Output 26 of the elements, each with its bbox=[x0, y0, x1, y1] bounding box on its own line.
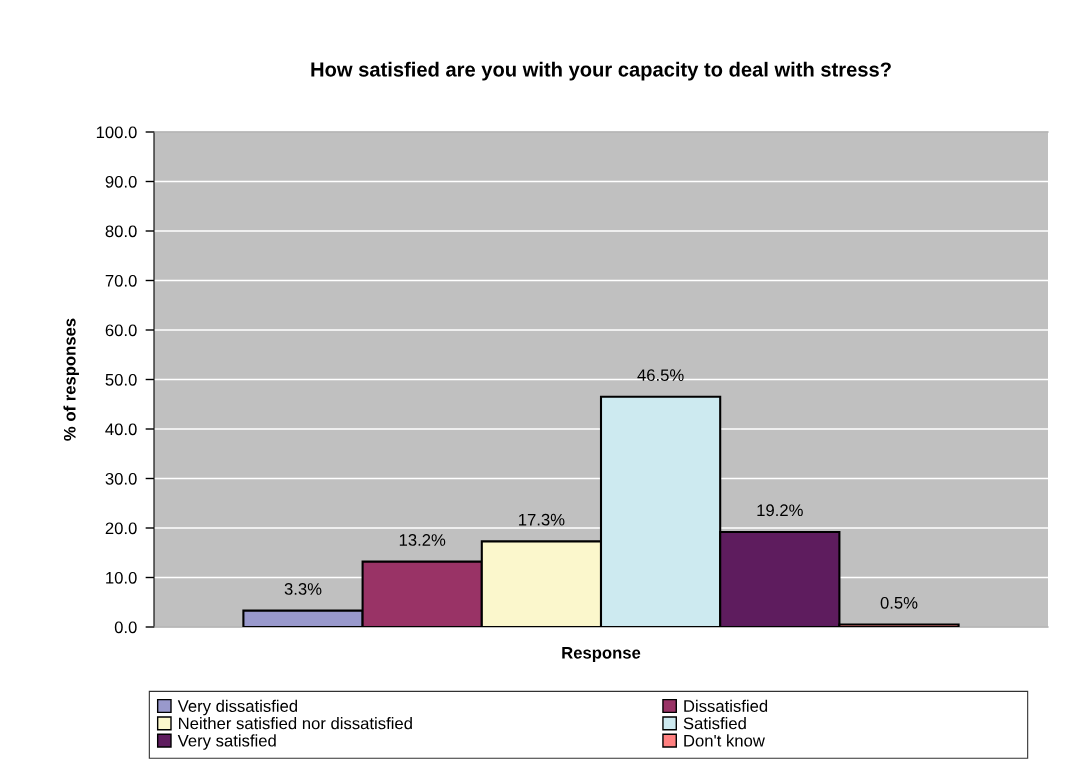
y-tick-label: 80.0 bbox=[105, 225, 137, 238]
data-label: 0.5% bbox=[880, 596, 918, 609]
legend-label: Satisfied bbox=[683, 717, 746, 730]
y-axis-title: % of responses bbox=[63, 318, 79, 441]
y-tick-label: 70.0 bbox=[105, 274, 137, 287]
data-label: 19.2% bbox=[757, 504, 803, 517]
y-tick-label: 30.0 bbox=[105, 472, 137, 485]
y-tick-label: 10.0 bbox=[106, 571, 137, 584]
y-tick-label: 0.0 bbox=[114, 621, 137, 634]
chart-title: How satisfied are you with your capacity to deal with stress? bbox=[311, 61, 891, 81]
x-axis-title: Response bbox=[562, 647, 641, 662]
data-label: 17.3% bbox=[519, 513, 565, 526]
legend-label: Neither satisfied nor dissatisfied bbox=[179, 717, 412, 730]
y-tick-label: 60.0 bbox=[105, 324, 137, 337]
data-label: 3.3% bbox=[284, 583, 322, 595]
legend-label: Very dissatisfied bbox=[177, 699, 298, 716]
legend-label: Very satisfied bbox=[177, 734, 276, 750]
y-tick-label: 100.0 bbox=[96, 126, 137, 139]
y-tick-label: 40.0 bbox=[105, 423, 137, 436]
data-label: 13.2% bbox=[399, 534, 446, 546]
y-tick-label: 20.0 bbox=[105, 522, 137, 535]
legend-label: Dissatisfied bbox=[684, 699, 768, 712]
y-tick-label: 90.0 bbox=[105, 175, 137, 188]
legend-label: Don't know bbox=[684, 734, 765, 747]
y-tick-label: 50.0 bbox=[105, 373, 137, 386]
data-label: 46.5% bbox=[637, 369, 684, 382]
